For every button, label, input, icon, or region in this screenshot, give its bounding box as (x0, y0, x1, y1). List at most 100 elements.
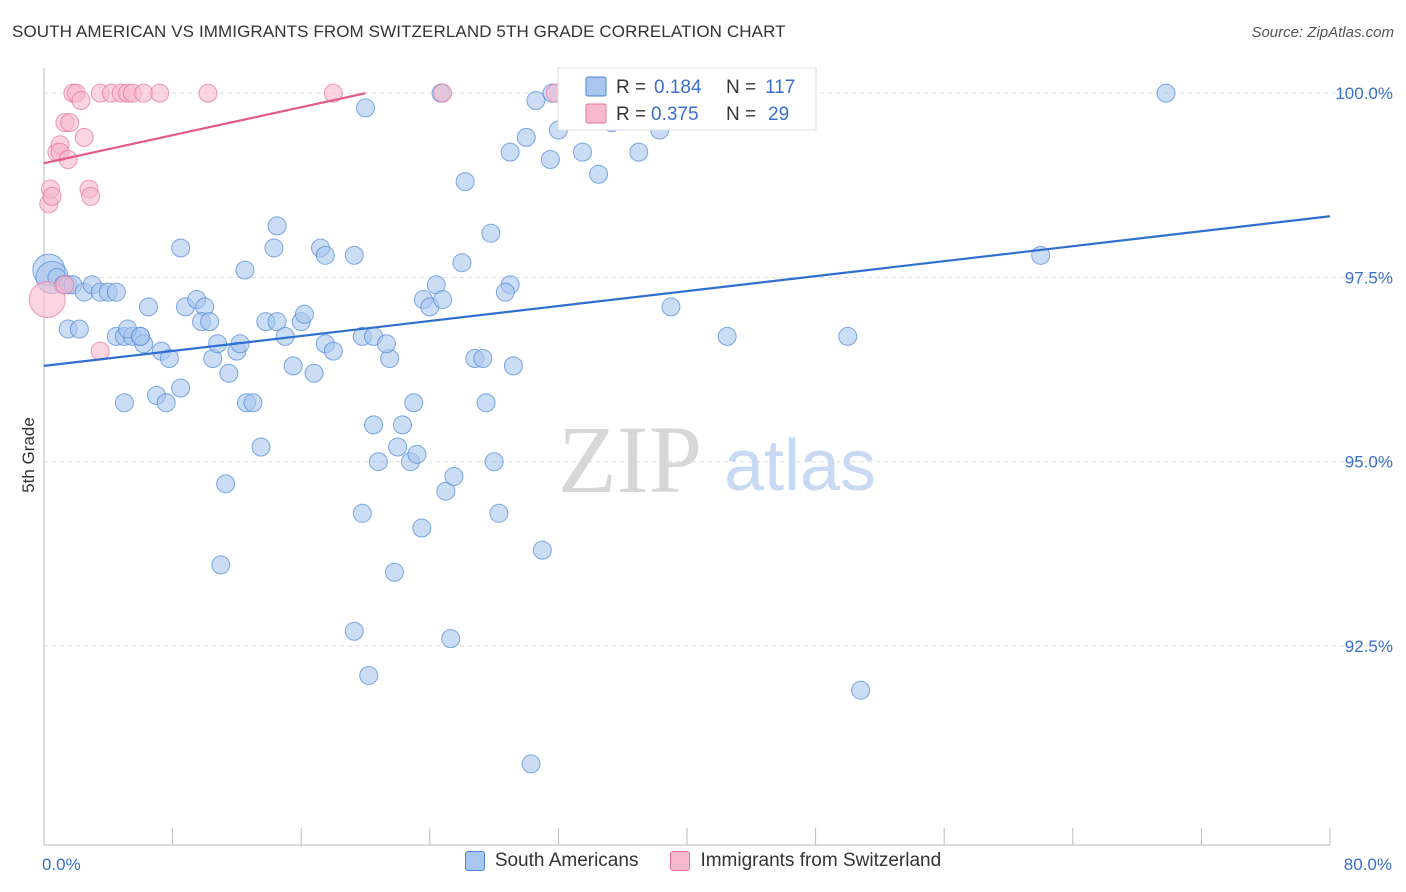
point-south-american (407, 444, 427, 464)
point-south-american (495, 282, 515, 302)
point-immigrant-switzerland (74, 127, 94, 147)
point-south-american (484, 452, 504, 472)
legend-swatch-blue (464, 851, 485, 871)
point-south-american (267, 216, 287, 236)
point-south-american (114, 393, 134, 413)
point-south-american (532, 540, 552, 560)
point-south-american (717, 326, 737, 346)
legend-r-label: R = (616, 104, 646, 125)
point-south-american (629, 142, 649, 162)
point-south-american (156, 393, 176, 413)
point-south-american (138, 297, 158, 317)
point-south-american (476, 393, 496, 413)
legend-item-immigrants-switzerland: Immigrants from Switzerland (670, 850, 941, 872)
legend-n-label: N = (726, 104, 756, 125)
point-immigrant-switzerland (81, 186, 101, 206)
legend-n-value: 117 (765, 77, 795, 98)
point-south-american (200, 312, 220, 332)
point-south-american (219, 363, 239, 383)
point-south-american (500, 142, 520, 162)
point-south-american (540, 150, 560, 170)
legend-bottom: South Americans Immigrants from Switzerl… (0, 850, 1406, 872)
point-south-american (444, 466, 464, 486)
chart-title: SOUTH AMERICAN VS IMMIGRANTS FROM SWITZE… (12, 22, 786, 41)
legend-label: South Americans (494, 850, 639, 871)
data-points (28, 83, 1176, 774)
point-south-american (521, 754, 541, 774)
point-south-american (503, 356, 523, 376)
trend-lines (43, 92, 1331, 367)
legend-n-value: 29 (768, 104, 789, 125)
y-tick-label: 95.0% (1345, 453, 1393, 472)
legend-n-label: N = (726, 77, 756, 98)
point-south-american (315, 245, 335, 265)
point-south-american (489, 503, 509, 523)
grid-lines (44, 92, 1392, 647)
point-south-american (216, 474, 236, 494)
x-tick-label: 0.0% (42, 855, 81, 874)
legend-box: R = 0.184 N = 117 R = 0.375 N = 29 (557, 67, 817, 131)
point-south-american (359, 665, 379, 685)
point-south-american (516, 127, 536, 147)
legend-r-value: 0.184 (654, 77, 702, 98)
point-south-american (159, 349, 179, 369)
point-south-american (384, 562, 404, 582)
point-immigrant-switzerland (28, 281, 66, 319)
point-south-american (376, 334, 396, 354)
point-south-american (364, 415, 384, 435)
legend-label: Immigrants from Switzerland (700, 850, 942, 871)
point-south-american (1156, 83, 1176, 103)
point-south-american (455, 172, 475, 192)
point-south-american (106, 282, 126, 302)
point-immigrant-switzerland (134, 83, 154, 103)
point-south-american (589, 164, 609, 184)
legend-swatch-blue (585, 76, 607, 97)
point-south-american (251, 437, 271, 457)
point-south-american (481, 223, 501, 243)
axes: 100.0% 97.5% 95.0% 92.5% 0.0% 80.0% (42, 68, 1393, 874)
legend-r-value: 0.375 (651, 104, 699, 125)
point-south-american (323, 341, 343, 361)
watermark-atlas: atlas (724, 426, 876, 506)
legend-r-label: R = (616, 77, 646, 98)
point-south-american (294, 304, 314, 324)
point-south-american (235, 260, 255, 280)
point-south-american (473, 349, 493, 369)
point-south-american (283, 356, 303, 376)
point-south-american (388, 437, 408, 457)
point-south-american (130, 326, 150, 346)
point-immigrant-switzerland (323, 83, 343, 103)
y-axis-label: 5th Grade (19, 417, 38, 493)
y-tick-label: 97.5% (1345, 268, 1393, 287)
watermark-zip: ZIP (558, 406, 702, 513)
point-south-american (344, 621, 364, 641)
point-south-american (412, 518, 432, 538)
point-south-american (441, 629, 461, 649)
point-south-american (452, 253, 472, 273)
point-south-american (661, 297, 681, 317)
legend-swatch-pink (585, 103, 607, 124)
x-tick-label: 80.0% (1344, 855, 1392, 874)
point-south-american (404, 393, 424, 413)
point-immigrant-switzerland (198, 83, 218, 103)
point-immigrant-switzerland (71, 91, 91, 111)
point-south-american (171, 238, 191, 258)
trend-line-south-americans (43, 215, 1331, 367)
point-south-american (433, 290, 453, 310)
point-immigrant-switzerland (433, 83, 453, 103)
y-tick-label: 92.5% (1345, 637, 1393, 656)
point-south-american (352, 503, 372, 523)
point-south-american (368, 452, 388, 472)
point-south-american (526, 91, 546, 111)
trend-line-immigrants-switzerland (43, 92, 366, 165)
chart-source: Source: ZipAtlas.com (1251, 24, 1394, 41)
point-south-american (264, 238, 284, 258)
point-immigrant-switzerland (150, 83, 170, 103)
legend-swatch-pink (670, 851, 691, 871)
point-south-american (356, 98, 375, 118)
point-south-american (851, 680, 871, 700)
point-south-american (69, 319, 89, 339)
point-south-american (392, 415, 412, 435)
point-south-american (267, 312, 287, 332)
